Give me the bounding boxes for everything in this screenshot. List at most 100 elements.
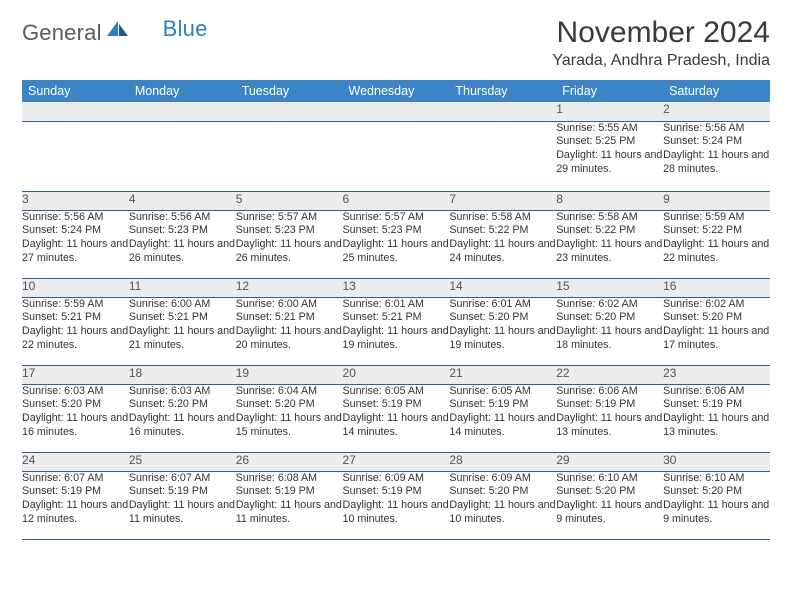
day-number: 2 (663, 102, 770, 121)
day-info (22, 121, 129, 191)
calendar-table: Sunday Monday Tuesday Wednesday Thursday… (22, 80, 770, 540)
day-info: Sunrise: 6:01 AMSunset: 5:21 PMDaylight:… (343, 297, 450, 365)
day-number (236, 102, 343, 121)
sunset-line: Sunset: 5:19 PM (343, 398, 450, 412)
sunset-line: Sunset: 5:19 PM (663, 398, 770, 412)
day-number: 26 (236, 452, 343, 471)
day-info: Sunrise: 6:03 AMSunset: 5:20 PMDaylight:… (129, 384, 236, 452)
sunset-line: Sunset: 5:22 PM (556, 224, 663, 238)
weekday-header: Monday (129, 80, 236, 102)
day-number: 9 (663, 191, 770, 210)
day-number: 20 (343, 365, 450, 384)
day-info: Sunrise: 6:09 AMSunset: 5:19 PMDaylight:… (343, 471, 450, 539)
daylight-line: Daylight: 11 hours and 24 minutes. (449, 238, 556, 265)
sunset-line: Sunset: 5:23 PM (129, 224, 236, 238)
daylight-line: Daylight: 11 hours and 17 minutes. (663, 325, 770, 352)
day-info: Sunrise: 5:58 AMSunset: 5:22 PMDaylight:… (556, 210, 663, 278)
sunset-line: Sunset: 5:20 PM (556, 311, 663, 325)
brand-sail-icon (107, 21, 129, 42)
daylight-line: Daylight: 11 hours and 19 minutes. (449, 325, 556, 352)
sunset-line: Sunset: 5:19 PM (449, 398, 556, 412)
day-info (449, 121, 556, 191)
brand-text-2: Blue (163, 16, 208, 42)
day-info (129, 121, 236, 191)
day-number: 8 (556, 191, 663, 210)
day-number: 22 (556, 365, 663, 384)
sunset-line: Sunset: 5:20 PM (663, 311, 770, 325)
day-number (22, 102, 129, 121)
weekday-header: Sunday (22, 80, 129, 102)
day-number: 4 (129, 191, 236, 210)
day-number-row: 17181920212223 (22, 365, 770, 384)
day-number (129, 102, 236, 121)
day-info: Sunrise: 6:09 AMSunset: 5:20 PMDaylight:… (449, 471, 556, 539)
day-number: 18 (129, 365, 236, 384)
day-info: Sunrise: 6:06 AMSunset: 5:19 PMDaylight:… (556, 384, 663, 452)
daylight-line: Daylight: 11 hours and 13 minutes. (663, 412, 770, 439)
day-number: 10 (22, 278, 129, 297)
sunrise-line: Sunrise: 6:09 AM (449, 472, 556, 486)
day-info: Sunrise: 5:56 AMSunset: 5:24 PMDaylight:… (663, 121, 770, 191)
day-number: 24 (22, 452, 129, 471)
day-info: Sunrise: 5:56 AMSunset: 5:23 PMDaylight:… (129, 210, 236, 278)
sunrise-line: Sunrise: 5:59 AM (22, 298, 129, 312)
daylight-line: Daylight: 11 hours and 14 minutes. (343, 412, 450, 439)
day-info-row: Sunrise: 6:07 AMSunset: 5:19 PM Daylight:… (22, 471, 770, 539)
sunset-line: Sunset: 5:23 PM (236, 224, 343, 238)
day-number: 12 (236, 278, 343, 297)
sunrise-line: Sunrise: 6:10 AM (663, 472, 770, 486)
sunrise-line: Sunrise: 6:00 AM (129, 298, 236, 312)
sunrise-line: Sunrise: 6:06 AM (556, 385, 663, 399)
daylight-line: Daylight: 11 hours and 21 minutes. (129, 325, 236, 352)
sunset-line: Sunset: 5:20 PM (663, 485, 770, 499)
day-info-row: Sunrise: 6:03 AMSunset: 5:20 PMDaylight:… (22, 384, 770, 452)
day-info: Sunrise: 6:00 AMSunset: 5:21 PMDaylight:… (129, 297, 236, 365)
sunrise-line: Sunrise: 6:04 AM (236, 385, 343, 399)
sunrise-line: Sunrise: 6:00 AM (236, 298, 343, 312)
day-info: Sunrise: 6:00 AMSunset: 5:21 PMDaylight:… (236, 297, 343, 365)
day-number: 5 (236, 191, 343, 210)
day-number: 25 (129, 452, 236, 471)
sunrise-line: Sunrise: 5:56 AM (129, 211, 236, 225)
day-number: 21 (449, 365, 556, 384)
day-info (236, 121, 343, 191)
day-info (343, 121, 450, 191)
daylight-line: Daylight: 11 hours and 10 minutes. (343, 499, 450, 526)
day-info: Sunrise: 5:56 AMSunset: 5:24 PMDaylight:… (22, 210, 129, 278)
location: Yarada, Andhra Pradesh, India (552, 52, 770, 70)
daylight-line: Daylight: 11 hours and 19 minutes. (343, 325, 450, 352)
day-number: 1 (556, 102, 663, 121)
sunset-line: Sunset: 5:20 PM (22, 398, 129, 412)
day-number (343, 102, 450, 121)
sunset-line: Sunset: 5:21 PM (129, 311, 236, 325)
sunrise-line: Sunrise: 5:57 AM (343, 211, 450, 225)
day-info: Sunrise: 6:08 AMSunset: 5:19 PMDaylight:… (236, 471, 343, 539)
sunrise-line: Sunrise: 5:55 AM (556, 122, 663, 136)
sunset-line: Sunset: 5:19 PM (22, 485, 129, 499)
daylight-line: Daylight: 11 hours and 22 minutes. (22, 325, 129, 352)
daylight-line: Daylight: 11 hours and 18 minutes. (556, 325, 663, 352)
sunrise-line: Sunrise: 6:01 AM (449, 298, 556, 312)
day-info: Sunrise: 6:06 AMSunset: 5:19 PMDaylight:… (663, 384, 770, 452)
sunrise-line: Sunrise: 5:58 AM (449, 211, 556, 225)
sunrise-line: Sunrise: 6:07 AM (129, 472, 236, 486)
sunrise-line: Sunrise: 5:56 AM (22, 211, 129, 225)
brand-logo: General Blue (22, 20, 178, 46)
daylight-line: Daylight: 11 hours and 20 minutes. (236, 325, 343, 352)
day-number: 15 (556, 278, 663, 297)
day-info: Sunrise: 6:07 AMSunset: 5:19 PMDaylight:… (129, 471, 236, 539)
day-number: 11 (129, 278, 236, 297)
sunset-line: Sunset: 5:21 PM (22, 311, 129, 325)
sunset-line: Sunset: 5:20 PM (236, 398, 343, 412)
day-info: Sunrise: 5:58 AMSunset: 5:22 PMDaylight:… (449, 210, 556, 278)
sunrise-line: Sunrise: 6:06 AM (663, 385, 770, 399)
day-number: 13 (343, 278, 450, 297)
day-number: 27 (343, 452, 450, 471)
daylight-line: Daylight: 11 hours and 10 minutes. (449, 499, 556, 526)
sunrise-line: Sunrise: 6:03 AM (129, 385, 236, 399)
day-number: 17 (22, 365, 129, 384)
sunrise-line: Sunrise: 6:05 AM (343, 385, 450, 399)
day-info: Sunrise: 5:55 AMSunset: 5:25 PMDaylight:… (556, 121, 663, 191)
header: General Blue November 2024 Yarada, Andhr… (22, 16, 770, 70)
day-number: 6 (343, 191, 450, 210)
